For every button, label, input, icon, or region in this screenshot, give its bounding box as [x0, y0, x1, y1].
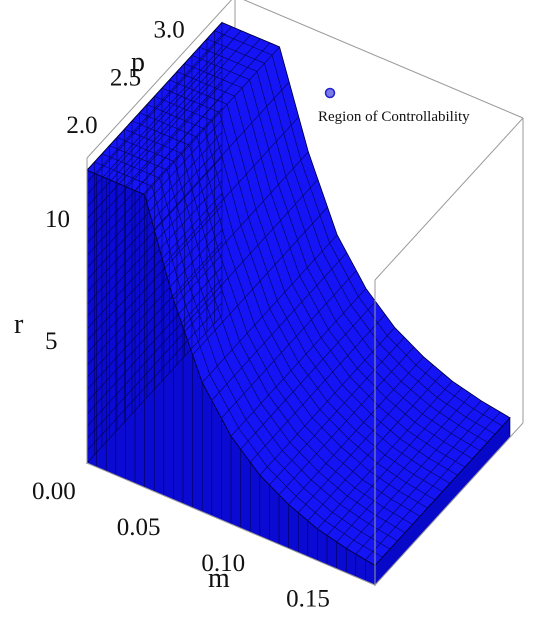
legend-marker — [324, 87, 336, 99]
surface-mesh-line — [326, 387, 463, 536]
surface-mesh-line — [86, 119, 223, 269]
surface-mesh-line — [86, 95, 223, 244]
p-axis-label: p — [131, 47, 145, 78]
box-front-edge — [374, 422, 524, 586]
surface-mesh-line — [86, 107, 223, 256]
surface-mesh-line — [163, 116, 299, 265]
surface-mesh-line — [182, 179, 319, 328]
surface-mesh-line — [86, 34, 223, 183]
r-tick-label: 10 — [45, 206, 70, 233]
surface-mesh-line — [86, 58, 223, 208]
box-front-edge — [86, 0, 233, 159]
r-axis-ticks: 5 10 — [45, 206, 70, 355]
surface-mesh-line — [221, 270, 357, 419]
surface-mesh-line — [105, 30, 242, 179]
m-tick-label: 0.10 — [201, 550, 245, 577]
box-back-edge — [243, 0, 524, 119]
surface-mesh-line — [173, 151, 309, 300]
surface-mesh-line — [86, 22, 223, 171]
surface-mesh-line — [211, 252, 347, 401]
surface-mesh-line — [278, 346, 415, 495]
surface-mesh-line — [297, 364, 434, 513]
surface-mesh-line — [374, 417, 511, 566]
surface-mesh-line — [86, 132, 223, 281]
p-tick-label: 3.0 — [154, 17, 185, 44]
surface-mesh-line — [144, 46, 280, 195]
m-tick-label: 0.00 — [32, 478, 76, 505]
surface-mesh-line — [86, 144, 223, 293]
surface-mesh-line — [96, 26, 232, 175]
legend-label: Region of Controllability — [318, 109, 470, 125]
box-back-edge — [374, 117, 524, 281]
surface-mesh-line — [86, 46, 223, 195]
bounding-box-front-edges — [86, 0, 524, 586]
surface-mesh-line — [345, 400, 482, 549]
surface-mesh-line — [259, 327, 395, 476]
surface-mesh-line — [317, 380, 453, 530]
p-tick-label: 2.5 — [110, 64, 141, 91]
surface-mesh-line — [201, 234, 338, 383]
r-tick-label: 5 — [45, 328, 58, 355]
box-front-edge — [86, 462, 376, 586]
surface-mesh-line — [336, 393, 472, 543]
surface-mesh-line — [240, 301, 376, 450]
p-axis-ticks: 2.02.53.03.5 — [66, 17, 185, 139]
controllability-surface — [86, 21, 511, 587]
m-axis-label: m — [208, 563, 230, 594]
surface-mesh-line — [192, 206, 328, 356]
surface-mesh-line — [355, 406, 491, 555]
surface-mesh-line — [269, 337, 405, 486]
m-axis-ticks: 0.00 0.05 0.10 0.15 — [32, 478, 330, 613]
m-tick-label: 0.15 — [286, 586, 330, 613]
surface-mesh-line — [125, 38, 261, 187]
surface-mesh-line — [86, 83, 223, 232]
legend: Region of Controllability — [318, 87, 470, 125]
surface-mesh-line — [115, 34, 251, 183]
surface-mesh-line — [365, 411, 501, 560]
surface-mesh-line — [86, 71, 223, 220]
p-tick-label: 2.0 — [66, 112, 97, 139]
surface-mesh-line — [249, 314, 386, 463]
surface-mesh-line — [288, 356, 424, 505]
surface-mesh-line — [230, 288, 367, 437]
m-tick-label: 0.05 — [117, 514, 161, 541]
r-axis-label: r — [14, 309, 24, 340]
